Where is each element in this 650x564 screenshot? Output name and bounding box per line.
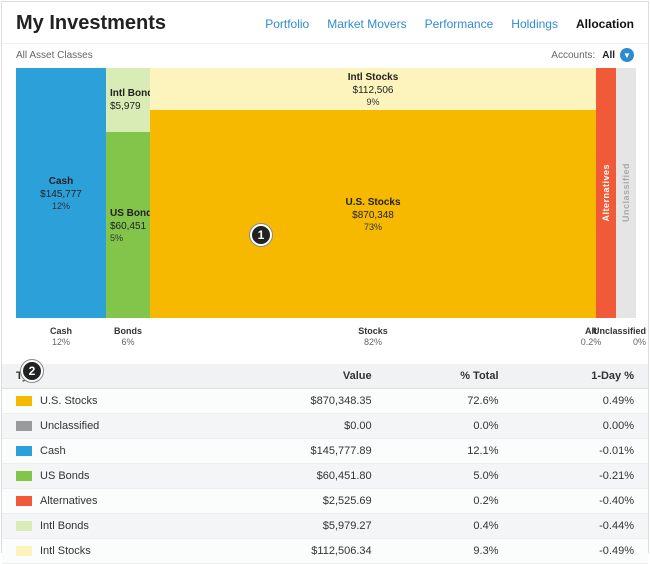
row-value: $145,777.89 — [215, 439, 386, 464]
table-row[interactable]: Unclassified $0.000.0%0.00% — [2, 414, 648, 439]
category-stocks: Stocks82% — [333, 326, 413, 347]
row-value: $60,451.80 — [215, 464, 386, 489]
tile-value: $145,777 — [40, 189, 82, 200]
row-day: 0.00% — [513, 414, 649, 439]
tile-usbonds[interactable]: US Bonds $60,4515% — [106, 132, 150, 318]
table-row[interactable]: US Bonds $60,451.805.0%-0.21% — [2, 464, 648, 489]
row-type: Intl Bonds — [40, 520, 89, 532]
table-row[interactable]: Intl Stocks $112,506.349.3%-0.49% — [2, 539, 648, 564]
category-axis: Cash12%Bonds6%Stocks82%Alt0.2%Unclassifi… — [16, 326, 636, 354]
color-swatch — [16, 446, 32, 456]
row-pct: 5.0% — [386, 464, 513, 489]
nav-tabs: Portfolio Market Movers Performance Holding… — [265, 17, 634, 31]
callout-badge-1: 1 — [250, 224, 272, 246]
page-title: My Investments — [16, 12, 166, 35]
tile-label: Unclassified — [621, 163, 631, 222]
tile-percent: 9% — [366, 97, 379, 107]
tile-value: $5,979 — [110, 101, 141, 112]
col--total[interactable]: % Total — [386, 364, 513, 389]
row-day: -0.40% — [513, 489, 649, 514]
color-swatch — [16, 396, 32, 406]
row-type: Unclassified — [40, 420, 99, 432]
tab-allocation[interactable]: Allocation — [576, 17, 634, 31]
callout-badge-2: 2 — [21, 360, 43, 382]
row-pct: 9.3% — [386, 539, 513, 564]
row-pct: 0.2% — [386, 489, 513, 514]
tab-market-movers[interactable]: Market Movers — [327, 17, 406, 31]
color-swatch — [16, 521, 32, 531]
tile-value: $870,348 — [352, 210, 394, 221]
accounts-selector[interactable]: Accounts: All ▼ — [551, 48, 634, 62]
tile-label: US Bonds — [110, 208, 150, 219]
category-unclassified: Unclassified0% — [566, 326, 646, 347]
table-row[interactable]: Intl Bonds $5,979.270.4%-0.44% — [2, 514, 648, 539]
row-value: $0.00 — [215, 414, 386, 439]
subheader: All Asset Classes Accounts: All ▼ — [2, 43, 648, 68]
row-type: Cash — [40, 445, 66, 457]
color-swatch — [16, 471, 32, 481]
row-day: -0.44% — [513, 514, 649, 539]
row-value: $2,525.69 — [215, 489, 386, 514]
category-bonds: Bonds6% — [88, 326, 168, 347]
tile-alternatives[interactable]: Alternatives — [596, 68, 616, 318]
tile-usstocks[interactable]: U.S. Stocks $870,34873% — [150, 110, 596, 318]
tab-holdings[interactable]: Holdings — [511, 17, 558, 31]
row-day: 0.49% — [513, 389, 649, 414]
tile-label: Cash — [49, 176, 73, 187]
tile-value: $112,506 — [353, 85, 394, 96]
tile-value: $60,451 — [110, 221, 146, 232]
col-value[interactable]: Value — [215, 364, 386, 389]
row-day: -0.21% — [513, 464, 649, 489]
tile-percent: 73% — [364, 222, 382, 232]
breadcrumb[interactable]: All Asset Classes — [16, 50, 93, 61]
tile-label: Intl Stocks — [348, 72, 399, 83]
col-1-day-[interactable]: 1-Day % — [513, 364, 649, 389]
row-type: Alternatives — [40, 495, 97, 507]
tile-percent: 5% — [110, 233, 123, 243]
tile-label: Alternatives — [601, 164, 611, 222]
row-value: $870,348.35 — [215, 389, 386, 414]
color-swatch — [16, 421, 32, 431]
accounts-value: All — [602, 50, 615, 61]
table-row[interactable]: Cash $145,777.8912.1%-0.01% — [2, 439, 648, 464]
tile-intlstocks[interactable]: Intl Stocks $112,5069% — [150, 68, 596, 110]
table-row[interactable]: U.S. Stocks $870,348.3572.6%0.49% — [2, 389, 648, 414]
tile-cash[interactable]: Cash $145,77712% — [16, 68, 106, 318]
row-pct: 72.6% — [386, 389, 513, 414]
row-value: $112,506.34 — [215, 539, 386, 564]
tile-label: U.S. Stocks — [345, 197, 400, 208]
accounts-label: Accounts: — [551, 50, 595, 61]
tile-percent: 12% — [52, 201, 70, 211]
tile-intlbonds[interactable]: Intl Bonds $5,979 — [106, 68, 150, 132]
tile-label: Intl Bonds — [110, 88, 150, 99]
row-value: $5,979.27 — [215, 514, 386, 539]
row-day: -0.49% — [513, 539, 649, 564]
row-pct: 0.0% — [386, 414, 513, 439]
row-pct: 0.4% — [386, 514, 513, 539]
allocation-table: TypeValue% Total1-Day % U.S. Stocks$870,… — [2, 364, 648, 564]
tab-performance[interactable]: Performance — [425, 17, 494, 31]
row-pct: 12.1% — [386, 439, 513, 464]
row-day: -0.01% — [513, 439, 649, 464]
table-row[interactable]: Alternatives $2,525.690.2%-0.40% — [2, 489, 648, 514]
row-type: US Bonds — [40, 470, 90, 482]
tab-portfolio[interactable]: Portfolio — [265, 17, 309, 31]
allocation-treemap: Cash $145,77712% Intl Bonds $5,979 US Bonds $… — [16, 68, 636, 318]
tile-unclassified[interactable]: Unclassified — [616, 68, 636, 318]
color-swatch — [16, 496, 32, 506]
chevron-down-icon: ▼ — [620, 48, 634, 62]
row-type: U.S. Stocks — [40, 395, 97, 407]
color-swatch — [16, 546, 32, 556]
row-type: Intl Stocks — [40, 545, 91, 557]
